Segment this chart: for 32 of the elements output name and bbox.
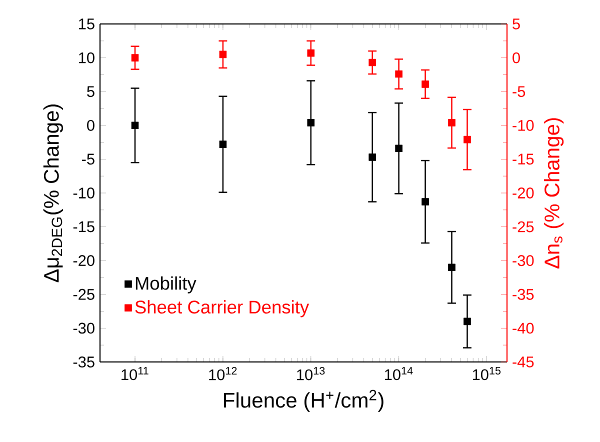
y2-tick-label: -10 (512, 120, 534, 131)
y2-tick-label: -5 (512, 86, 526, 97)
y-tick-label: 0 (87, 120, 94, 131)
y-tick-label: -15 (73, 221, 94, 232)
y2-tick-label: -25 (512, 221, 534, 232)
y-tick-label: -20 (73, 255, 94, 266)
y2-tick-label: -20 (512, 188, 534, 198)
legend-label: Sheet Carrier Density (135, 300, 310, 318)
x-tick-label: 10$^{13}$ (297, 366, 325, 380)
x-tick-label: 10$^{15}$ (472, 366, 501, 380)
y-tick-label: -5 (82, 154, 94, 165)
x-tick-label: 10$^{14}$ (385, 366, 413, 380)
y2-tick-label: -35 (512, 288, 534, 300)
y-tick-label: -10 (73, 188, 94, 198)
x-axis-title: Fluence (H$^{+}$/cm$^{2}$) (224, 390, 384, 412)
y2-tick-label: 0 (512, 52, 520, 64)
x-tick-label: 10$^{12}$ (209, 366, 237, 380)
y-tick-label: 5 (87, 86, 94, 97)
y-tick-label: -30 (73, 322, 94, 334)
y-tick-label: 10 (79, 52, 94, 64)
y-tick-label: -35 (73, 356, 94, 368)
y2-tick-label: -45 (512, 356, 534, 368)
legend-label: Mobility (136, 276, 196, 294)
y-tick-label: 15 (79, 18, 94, 30)
y2-tick-label: 5 (512, 18, 520, 30)
y-axis-title: Δμ$_{2DEG}$(% Change) (43, 104, 64, 282)
y2-tick-label: -15 (512, 154, 534, 165)
y2-tick-label: -30 (512, 255, 534, 266)
x-tick-label: 10$^{11}$ (122, 366, 148, 380)
y-tick-label: -25 (73, 288, 94, 300)
y2-tick-label: -40 (512, 322, 534, 334)
y2-axis-title: Δn$_{s}$ (% Change) (544, 118, 564, 269)
